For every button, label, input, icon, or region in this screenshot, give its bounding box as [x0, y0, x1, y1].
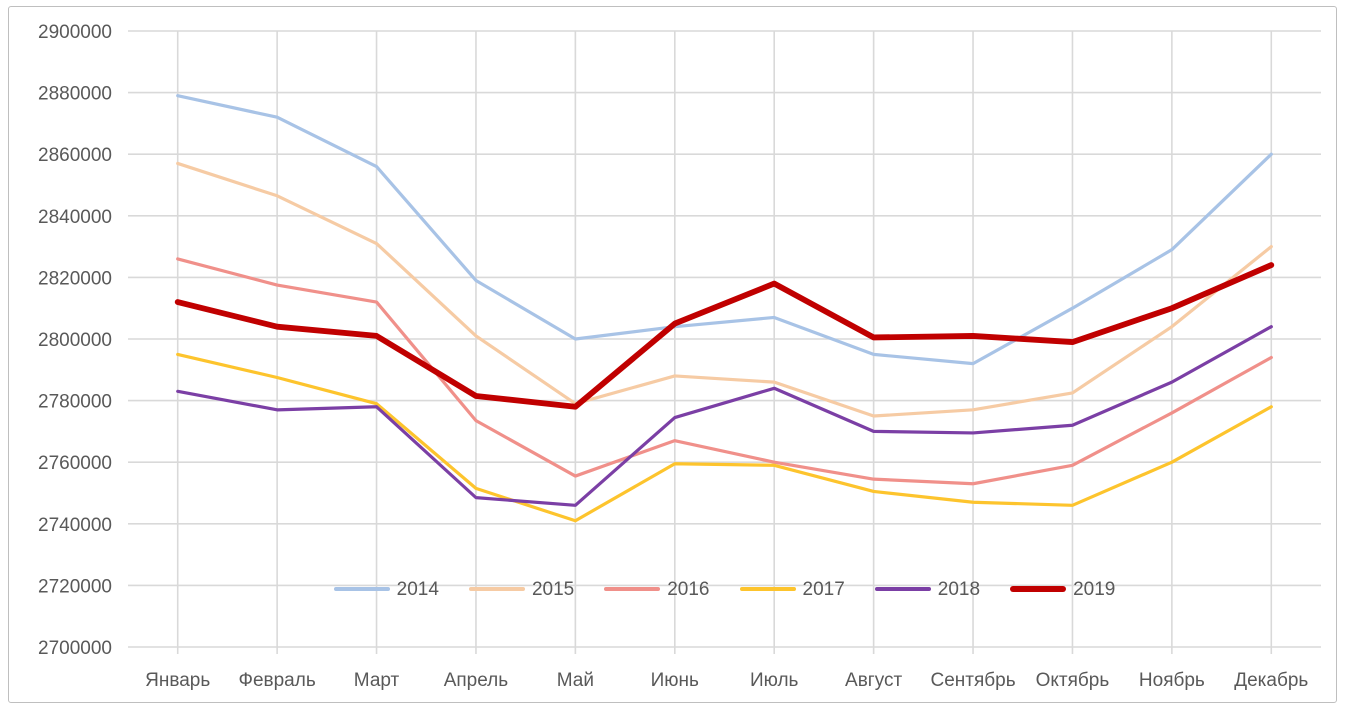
y-axis-tick-label: 2840000	[38, 207, 112, 228]
series-line-2018	[176, 325, 1273, 507]
x-axis-tick-label: Декабрь	[1234, 670, 1308, 691]
x-axis-tick-label: Февраль	[239, 670, 316, 691]
legend-swatch-2016	[604, 587, 661, 591]
series-line-2016	[176, 257, 1273, 486]
x-axis-tick-label: Октябрь	[1036, 670, 1110, 691]
legend-label-2019: 2019	[1073, 578, 1116, 600]
x-axis-tick-label: Май	[557, 670, 594, 691]
legend-swatch-2015	[468, 587, 525, 591]
legend-item-2017: 2017	[739, 578, 845, 600]
series-line-2015	[176, 161, 1273, 418]
legend-label-2014: 2014	[396, 578, 439, 600]
y-axis-tick-label: 2900000	[38, 22, 112, 43]
legend-item-2018: 2018	[874, 578, 981, 600]
legend-label-2015: 2015	[531, 578, 575, 600]
x-axis-tick-label: Апрель	[444, 670, 509, 691]
x-axis-tick-label: Сентябрь	[930, 670, 1015, 691]
legend-item-2014: 2014	[333, 578, 439, 600]
y-axis-tick-label: 2720000	[38, 576, 112, 597]
x-axis-tick-label: Март	[354, 670, 400, 691]
legend-label-2017: 2017	[802, 578, 845, 600]
y-axis-tick-label: 2760000	[38, 453, 112, 474]
x-axis-tick-label: Июнь	[651, 670, 699, 691]
series-line-2017	[176, 352, 1273, 523]
y-axis-tick-label: 2780000	[38, 392, 112, 413]
y-axis-tick-label: 2700000	[38, 638, 112, 659]
y-axis-tick-label: 2800000	[38, 330, 112, 351]
legend-item-2015: 2015	[468, 578, 575, 600]
legend-label-2018: 2018	[937, 578, 981, 600]
legend-label-2016: 2016	[667, 578, 710, 600]
x-axis-tick-label: Июль	[750, 670, 799, 691]
legend-swatch-2014	[333, 587, 390, 591]
chart-legend: 2014 2015 2016 2017 2018 2019	[128, 576, 1321, 602]
series-line-2019	[174, 262, 1275, 410]
series-line-2014	[176, 94, 1273, 366]
y-axis-tick-label: 2880000	[38, 84, 112, 105]
legend-item-2019: 2019	[1010, 580, 1115, 599]
legend-item-2016: 2016	[604, 578, 710, 600]
y-axis-tick-label: 2740000	[38, 515, 112, 536]
legend-swatch-2017	[739, 587, 796, 591]
y-axis-tick-label: 2820000	[38, 268, 112, 289]
legend-swatch-2019	[1010, 585, 1067, 593]
x-axis-tick-label: Август	[845, 670, 902, 691]
legend-swatch-2018	[874, 587, 931, 591]
x-axis-tick-label: Январь	[145, 670, 210, 691]
y-axis-tick-label: 2860000	[38, 145, 112, 166]
x-axis-tick-label: Ноябрь	[1139, 670, 1205, 691]
chart-frame-border	[8, 6, 1337, 703]
